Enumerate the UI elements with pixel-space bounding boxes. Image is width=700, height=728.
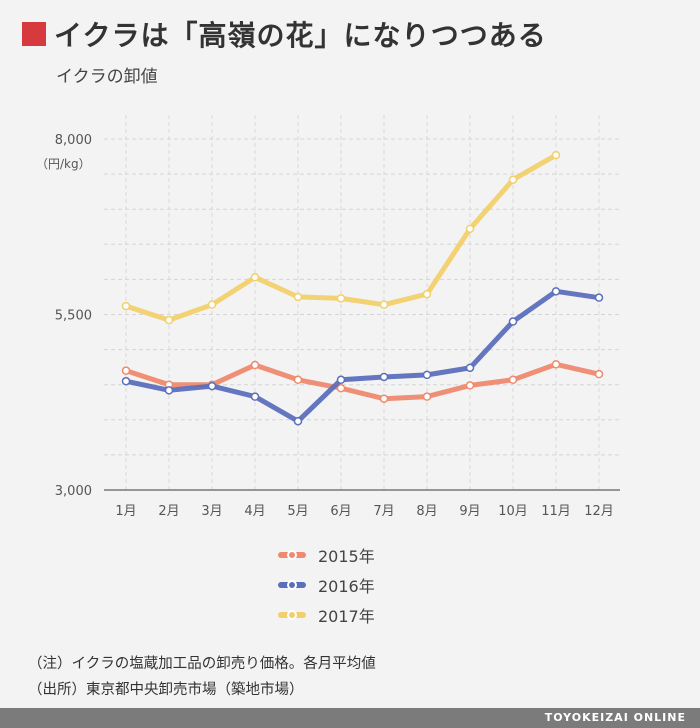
data-point — [508, 375, 518, 385]
data-point — [336, 383, 346, 393]
legend-swatch — [278, 550, 306, 560]
data-point — [121, 376, 131, 386]
chart-subtitle: イクラの卸値 — [56, 67, 158, 87]
data-point — [164, 386, 174, 395]
legend-swatch — [278, 580, 306, 590]
x-tick-label: 6月 — [330, 504, 351, 519]
legend-item: 2015年 — [278, 540, 375, 570]
data-point — [551, 360, 561, 369]
data-point — [508, 317, 518, 326]
data-point — [293, 416, 303, 426]
source-text: （出所）東京都中央卸売市場（築地市場） — [28, 682, 304, 698]
data-point — [250, 360, 260, 370]
data-point — [336, 294, 346, 303]
data-point — [465, 381, 475, 390]
line-chart: 3,000 5,500 8,000 （円/kg） 1月 2月 3月 4月 5月 6月 7月 8月 9月 1… — [36, 115, 620, 519]
data-point — [508, 175, 518, 184]
y-tick-label: 3,000 — [55, 484, 92, 499]
legend-item: 2016年 — [278, 570, 375, 600]
x-tick-label: 12月 — [584, 504, 614, 519]
x-tick-label: 2月 — [158, 504, 179, 519]
y-tick-label: 5,500 — [55, 309, 92, 324]
x-tick-label: 4月 — [244, 504, 265, 519]
data-point — [551, 150, 561, 160]
y-tick-label: 8,000 — [55, 133, 92, 148]
legend-swatch — [278, 610, 306, 620]
chart-legend: 2015年 2016年 2017年 — [278, 540, 375, 630]
data-point — [164, 315, 174, 325]
data-point — [465, 363, 475, 373]
note-text: （注）イクラの塩蔵加工品の卸売り価格。各月平均値 — [28, 656, 376, 672]
data-point — [422, 289, 432, 299]
data-point — [336, 375, 346, 385]
title-marker — [22, 22, 46, 46]
x-tick-label: 3月 — [201, 504, 222, 519]
title-row: イクラは「高嶺の花」になりつつある — [22, 14, 547, 54]
data-point — [465, 224, 475, 234]
x-tick-label: 9月 — [459, 504, 480, 519]
data-point — [594, 369, 604, 379]
x-tick-label: 1月 — [115, 504, 136, 519]
legend-label: 2015年 — [318, 547, 375, 566]
x-tick-label: 8月 — [416, 504, 437, 519]
series-line-1 — [123, 288, 602, 424]
data-point — [293, 292, 303, 302]
data-point — [379, 394, 389, 403]
data-point — [379, 372, 389, 382]
legend-label: 2017年 — [318, 607, 375, 626]
x-tick-label: 10月 — [498, 504, 528, 519]
data-point — [250, 392, 260, 401]
data-point — [379, 300, 389, 309]
footer-brand: TOYOKEIZAI ONLINE — [544, 711, 686, 724]
x-tick-label: 7月 — [373, 504, 394, 519]
data-point — [121, 301, 131, 311]
data-point — [551, 287, 561, 296]
footer-bar: TOYOKEIZAI ONLINE — [0, 708, 700, 728]
x-tick-label: 11月 — [541, 504, 571, 519]
chart-title: イクラは「高嶺の花」になりつつある — [54, 19, 547, 52]
data-point — [422, 392, 432, 401]
data-point — [207, 300, 217, 309]
data-point — [207, 381, 217, 391]
series-line-0 — [123, 361, 602, 402]
data-point — [121, 366, 131, 375]
data-point — [422, 370, 432, 380]
legend-item: 2017年 — [278, 600, 375, 630]
data-point — [250, 273, 260, 282]
legend-label: 2016年 — [318, 577, 375, 596]
y-axis-label: （円/kg） — [36, 157, 91, 171]
data-point — [594, 293, 604, 302]
data-point — [293, 375, 303, 385]
x-tick-label: 5月 — [287, 504, 308, 519]
